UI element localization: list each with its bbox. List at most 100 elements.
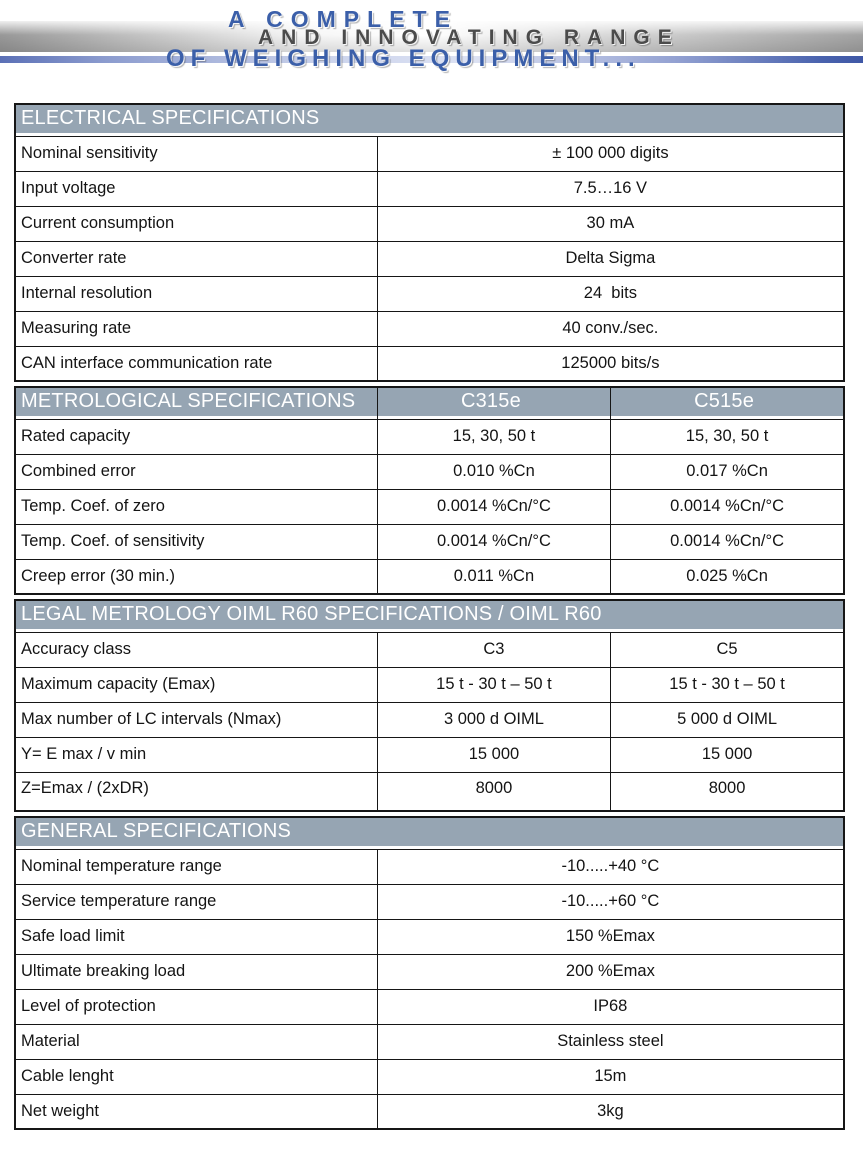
banner-blue-line <box>0 56 863 63</box>
spec-row: Creep error (30 min.) 0.011 %Cn 0.025 %Cn <box>14 558 845 595</box>
spec-value: 40 conv./sec. <box>376 310 845 347</box>
banner-gradient-band <box>0 21 863 52</box>
spec-value: -10.....+60 °C <box>376 883 845 920</box>
spec-row: Z=Emax / (2xDR) 8000 8000 <box>14 771 845 812</box>
section-title: GENERAL SPECIFICATIONS <box>14 816 845 850</box>
spec-value: 125000 bits/s <box>376 345 845 382</box>
section-header-row: LEGAL METROLOGY OIML R60 SPECIFICATIONS … <box>14 599 845 633</box>
spec-row: Cable lenght 15m <box>14 1058 845 1095</box>
spec-value: 0.0014 %Cn/°C <box>376 523 612 560</box>
spec-value: 0.025 %Cn <box>610 558 845 595</box>
spec-value: 150 %Emax <box>376 918 845 955</box>
spec-value: 200 %Emax <box>376 953 845 990</box>
section-title: LEGAL METROLOGY OIML R60 SPECIFICATIONS … <box>14 599 845 633</box>
spec-label: Nominal temperature range <box>14 848 378 885</box>
spec-value: 0.0014 %Cn/°C <box>610 523 845 560</box>
section-header-row: GENERAL SPECIFICATIONS <box>14 816 845 850</box>
spec-value: C5 <box>610 631 845 668</box>
spec-row: Level of protection IP68 <box>14 988 845 1025</box>
spec-label: Nominal sensitivity <box>14 135 378 172</box>
spec-row: Combined error 0.010 %Cn 0.017 %Cn <box>14 453 845 490</box>
spec-value: 15, 30, 50 t <box>376 418 612 455</box>
spec-row: Maximum capacity (Emax) 15 t - 30 t – 50 … <box>14 666 845 703</box>
spec-value: ± 100 000 digits <box>376 135 845 172</box>
spec-value: 30 mA <box>376 205 845 242</box>
spec-row: Current consumption 30 mA <box>14 205 845 242</box>
spec-value: 5 000 d OIML <box>610 701 845 738</box>
legal-metrology-specifications-table: LEGAL METROLOGY OIML R60 SPECIFICATIONS … <box>14 599 845 812</box>
spec-value: 0.0014 %Cn/°C <box>376 488 612 525</box>
electrical-specifications-table: ELECTRICAL SPECIFICATIONS Nominal sensiti… <box>14 103 845 382</box>
spec-label: Input voltage <box>14 170 378 207</box>
spec-value: 8000 <box>376 771 612 812</box>
spec-label: Y= E max / v min <box>14 736 378 773</box>
spec-value: 15 000 <box>376 736 612 773</box>
spec-value: 15 t - 30 t – 50 t <box>610 666 845 703</box>
column-header: C315e <box>376 386 612 420</box>
spec-value: C3 <box>376 631 612 668</box>
spec-value: 3 000 d OIML <box>376 701 612 738</box>
spec-label: Net weight <box>14 1093 378 1130</box>
spec-label: Safe load limit <box>14 918 378 955</box>
banner-title-line2: AND INNOVATING RANGE <box>258 26 680 49</box>
spec-row: Material Stainless steel <box>14 1023 845 1060</box>
spec-row: Nominal sensitivity ± 100 000 digits <box>14 135 845 172</box>
spec-row: Temp. Coef. of zero 0.0014 %Cn/°C 0.0014 %… <box>14 488 845 525</box>
spec-value: IP68 <box>376 988 845 1025</box>
spec-row: Net weight 3kg <box>14 1093 845 1130</box>
spec-value: 0.017 %Cn <box>610 453 845 490</box>
spec-label: Current consumption <box>14 205 378 242</box>
spec-value: 0.010 %Cn <box>376 453 612 490</box>
spec-value: 15m <box>376 1058 845 1095</box>
spec-label: Temp. Coef. of sensitivity <box>14 523 378 560</box>
spec-label: Ultimate breaking load <box>14 953 378 990</box>
spec-row: Measuring rate 40 conv./sec. <box>14 310 845 347</box>
spec-row: Max number of LC intervals (Nmax) 3 000 d… <box>14 701 845 738</box>
spec-label: Converter rate <box>14 240 378 277</box>
spec-value: Stainless steel <box>376 1023 845 1060</box>
spec-label: CAN interface communication rate <box>14 345 378 382</box>
spec-value: 15 t - 30 t – 50 t <box>376 666 612 703</box>
page-banner: A COMPLETE AND INNOVATING RANGE OF WEIGH… <box>0 0 863 86</box>
spec-label: Max number of LC intervals (Nmax) <box>14 701 378 738</box>
spec-row: Internal resolution 24 bits <box>14 275 845 312</box>
spec-row: Service temperature range -10.....+60 °C <box>14 883 845 920</box>
spec-value: 15, 30, 50 t <box>610 418 845 455</box>
spec-label: Z=Emax / (2xDR) <box>14 771 378 812</box>
spec-value: 8000 <box>610 771 845 812</box>
spec-value: 24 bits <box>376 275 845 312</box>
spec-tables: ELECTRICAL SPECIFICATIONS Nominal sensiti… <box>0 86 863 1130</box>
spec-value: 3kg <box>376 1093 845 1130</box>
spec-label: Level of protection <box>14 988 378 1025</box>
metrological-specifications-table: METROLOGICAL SPECIFICATIONS C315e C515e Rat… <box>14 386 845 595</box>
spec-label: Combined error <box>14 453 378 490</box>
general-specifications-table: GENERAL SPECIFICATIONS Nominal temperatur… <box>14 816 845 1130</box>
column-header: C515e <box>610 386 845 420</box>
banner-title-line1: A COMPLETE <box>228 6 458 32</box>
spec-value: 15 000 <box>610 736 845 773</box>
section-header-row: METROLOGICAL SPECIFICATIONS C315e C515e <box>14 386 845 420</box>
spec-value: -10.....+40 °C <box>376 848 845 885</box>
spec-label: Accuracy class <box>14 631 378 668</box>
spec-row: Rated capacity 15, 30, 50 t 15, 30, 50 t <box>14 418 845 455</box>
spec-label: Internal resolution <box>14 275 378 312</box>
spec-row: CAN interface communication rate 125000 b… <box>14 345 845 382</box>
section-title: ELECTRICAL SPECIFICATIONS <box>14 103 845 137</box>
spec-value: 0.0014 %Cn/°C <box>610 488 845 525</box>
spec-label: Maximum capacity (Emax) <box>14 666 378 703</box>
spec-row: Converter rate Delta Sigma <box>14 240 845 277</box>
spec-value: 0.011 %Cn <box>376 558 612 595</box>
spec-label: Service temperature range <box>14 883 378 920</box>
section-header-row: ELECTRICAL SPECIFICATIONS <box>14 103 845 137</box>
spec-row: Safe load limit 150 %Emax <box>14 918 845 955</box>
spec-row: Nominal temperature range -10.....+40 °C <box>14 848 845 885</box>
spec-row: Y= E max / v min 15 000 15 000 <box>14 736 845 773</box>
spec-label: Material <box>14 1023 378 1060</box>
spec-label: Rated capacity <box>14 418 378 455</box>
spec-value: Delta Sigma <box>376 240 845 277</box>
spec-row: Accuracy class C3 C5 <box>14 631 845 668</box>
spec-label: Measuring rate <box>14 310 378 347</box>
spec-row: Temp. Coef. of sensitivity 0.0014 %Cn/°C 0… <box>14 523 845 560</box>
spec-value: 7.5…16 V <box>376 170 845 207</box>
spec-label: Temp. Coef. of zero <box>14 488 378 525</box>
